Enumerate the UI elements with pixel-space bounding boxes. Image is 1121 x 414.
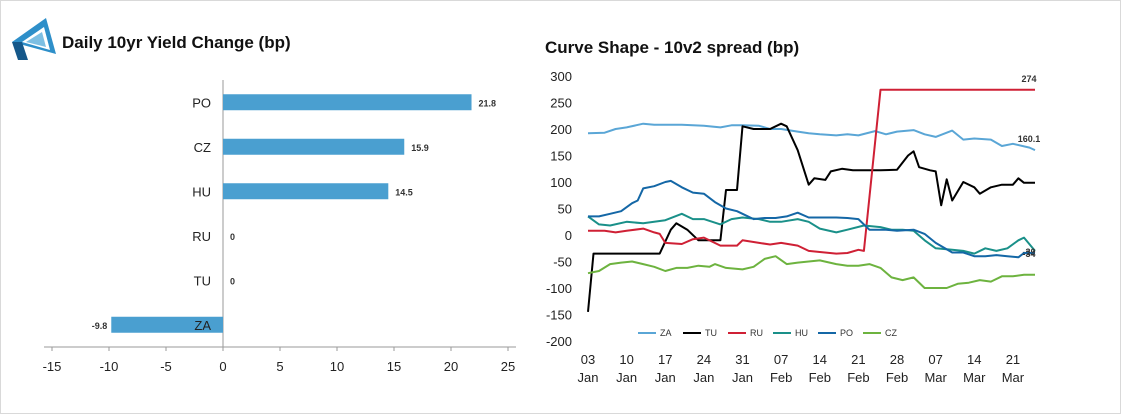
x-tick-label: 15	[387, 359, 401, 374]
x-tick-day: 17	[658, 352, 672, 367]
bar	[223, 183, 389, 200]
y-tick-label: 100	[550, 175, 572, 190]
x-tick-label: 0	[219, 359, 226, 374]
line-chart-title: Curve Shape - 10v2 spread (bp)	[545, 38, 800, 57]
bar-value-label: 0	[230, 276, 235, 286]
bar-chart: -15 -10 -5 0 5 10 15 20 25 PO 21.8 CZ 15.9 HU 14.5 RU 0 T…	[43, 80, 516, 374]
y-tick-label: 250	[550, 96, 572, 111]
legend-label: PO	[840, 328, 853, 338]
curve-shape-panel: Curve Shape - 10v2 spread (bp) -200 -150-…	[530, 0, 1121, 414]
x-tick-month: Jan	[693, 370, 714, 385]
x-tick-month: Mar	[924, 370, 947, 385]
series-line-ru	[588, 88, 1035, 255]
series-line-tu	[587, 122, 1035, 312]
x-tick-label: -10	[100, 359, 119, 374]
x-tick-day: 10	[619, 352, 633, 367]
y-tick-label: 0	[565, 228, 572, 243]
x-tick-day: 21	[851, 352, 865, 367]
x-tick-day: 28	[890, 352, 904, 367]
x-tick-month: Feb	[770, 370, 792, 385]
series-line-po	[588, 179, 1035, 259]
bar	[223, 94, 472, 111]
y-tick-label: -50	[553, 255, 572, 270]
x-tick-day: 14	[967, 352, 981, 367]
legend-label: HU	[795, 328, 808, 338]
series-end-label: 160.1	[1018, 134, 1041, 144]
x-tick-label: 25	[501, 359, 515, 374]
brand-logo-icon	[12, 18, 56, 60]
category-label: TU	[194, 273, 211, 288]
bar-chart-title: Daily 10yr Yield Change (bp)	[62, 33, 291, 52]
series-line-za	[587, 122, 1036, 152]
x-tick-label: 10	[330, 359, 344, 374]
y-tick-label: -150	[546, 308, 572, 323]
x-tick-month: Jan	[578, 370, 599, 385]
x-tick-label: 5	[276, 359, 283, 374]
x-tick-day: 21	[1006, 352, 1020, 367]
line-chart: -200 -150 -100 -50 0 50 100 150 200 250 300 03 Jan 10…	[546, 69, 1041, 385]
x-tick-month: Jan	[732, 370, 753, 385]
series-end-label: -34	[1022, 249, 1035, 259]
x-tick-month: Feb	[847, 370, 869, 385]
yield-change-panel: Daily 10yr Yield Change (bp) -15 -10 -5 0 5 1…	[0, 0, 530, 414]
x-tick-month: Jan	[616, 370, 637, 385]
legend-label: CZ	[885, 328, 897, 338]
x-tick-day: 14	[813, 352, 827, 367]
x-tick-day: 03	[581, 352, 595, 367]
bar-value-label: 14.5	[395, 187, 413, 197]
x-tick-day: 07	[928, 352, 942, 367]
category-label: RU	[192, 229, 211, 244]
series-end-label: -30	[1022, 247, 1035, 257]
series-line-cz	[587, 255, 1035, 289]
y-tick-label: -200	[546, 334, 572, 349]
x-tick-day: 24	[697, 352, 711, 367]
x-tick-month: Mar	[1002, 370, 1025, 385]
x-tick-month: Mar	[963, 370, 986, 385]
x-tick-day: 07	[774, 352, 788, 367]
x-tick-label: -5	[160, 359, 172, 374]
category-label: HU	[192, 184, 211, 199]
legend-label: ZA	[660, 328, 672, 338]
x-tick-month: Feb	[886, 370, 908, 385]
x-tick-month: Feb	[809, 370, 831, 385]
bar-value-label: 0	[230, 232, 235, 242]
category-label: PO	[192, 95, 211, 110]
y-tick-label: 200	[550, 122, 572, 137]
bar	[223, 138, 405, 155]
x-tick-label: -15	[43, 359, 62, 374]
x-tick-label: 20	[444, 359, 458, 374]
series-end-label: 274	[1021, 74, 1036, 84]
y-tick-label: 50	[558, 202, 572, 217]
category-label: CZ	[194, 140, 211, 155]
bar	[111, 316, 223, 333]
legend-label: TU	[705, 328, 717, 338]
series-line-hu	[587, 212, 1036, 255]
y-tick-label: 150	[550, 149, 572, 164]
y-tick-label: -100	[546, 281, 572, 296]
y-tick-label: 300	[550, 69, 572, 84]
bar-value-label: 21.8	[479, 98, 497, 108]
x-tick-day: 31	[735, 352, 749, 367]
legend-label: RU	[750, 328, 763, 338]
bar-value-label: 15.9	[411, 143, 429, 153]
x-tick-month: Jan	[655, 370, 676, 385]
category-label: ZA	[194, 318, 211, 333]
bar-value-label: -9.8	[92, 321, 108, 331]
